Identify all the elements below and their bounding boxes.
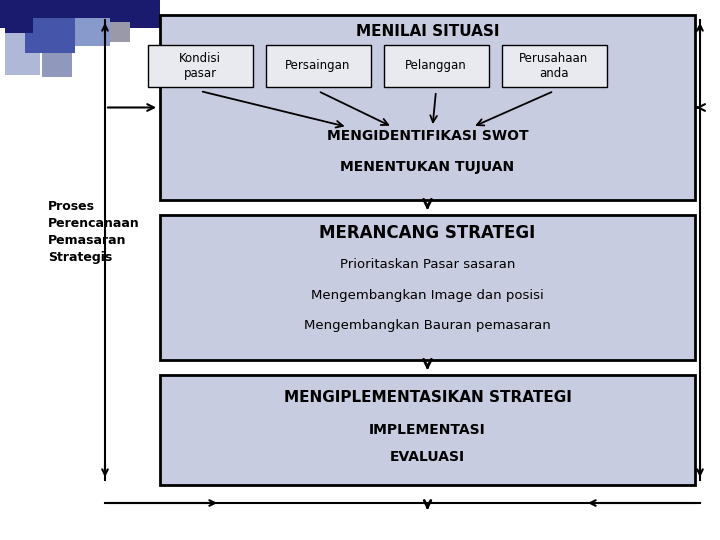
Text: IMPLEMENTASI: IMPLEMENTASI: [369, 423, 486, 437]
Text: Persaingan: Persaingan: [285, 59, 351, 72]
Text: Perusahaan
anda: Perusahaan anda: [519, 52, 589, 80]
Text: Kondisi
pasar: Kondisi pasar: [179, 52, 221, 80]
Bar: [5, 5, 33, 33]
Text: MENENTUKAN TUJUAN: MENENTUKAN TUJUAN: [341, 160, 515, 174]
Bar: [110, 22, 130, 42]
Text: MENILAI SITUASI: MENILAI SITUASI: [356, 24, 499, 38]
Bar: [384, 45, 488, 87]
Bar: [160, 375, 695, 485]
Bar: [160, 15, 695, 200]
Text: MERANCANG STRATEGI: MERANCANG STRATEGI: [320, 224, 536, 242]
Text: Mengembangkan Bauran pemasaran: Mengembangkan Bauran pemasaran: [304, 319, 551, 332]
Bar: [502, 45, 606, 87]
Bar: [25, 18, 75, 53]
Bar: [0, 0, 160, 28]
Text: Mengembangkan Image dan posisi: Mengembangkan Image dan posisi: [311, 288, 544, 301]
Bar: [148, 45, 253, 87]
Text: MENGIPLEMENTASIKAN STRATEGI: MENGIPLEMENTASIKAN STRATEGI: [284, 389, 572, 404]
Bar: [42, 42, 72, 77]
Text: MENGIDENTIFIKASI SWOT: MENGIDENTIFIKASI SWOT: [327, 129, 528, 143]
Bar: [266, 45, 371, 87]
Bar: [75, 18, 110, 46]
Text: Pelanggan: Pelanggan: [405, 59, 467, 72]
Text: Proses
Perencanaan
Pemasaran
Strategis: Proses Perencanaan Pemasaran Strategis: [48, 200, 140, 264]
Bar: [160, 215, 695, 360]
Bar: [5, 30, 40, 75]
Text: Prioritaskan Pasar sasaran: Prioritaskan Pasar sasaran: [340, 259, 516, 272]
Text: EVALUASI: EVALUASI: [390, 450, 465, 464]
